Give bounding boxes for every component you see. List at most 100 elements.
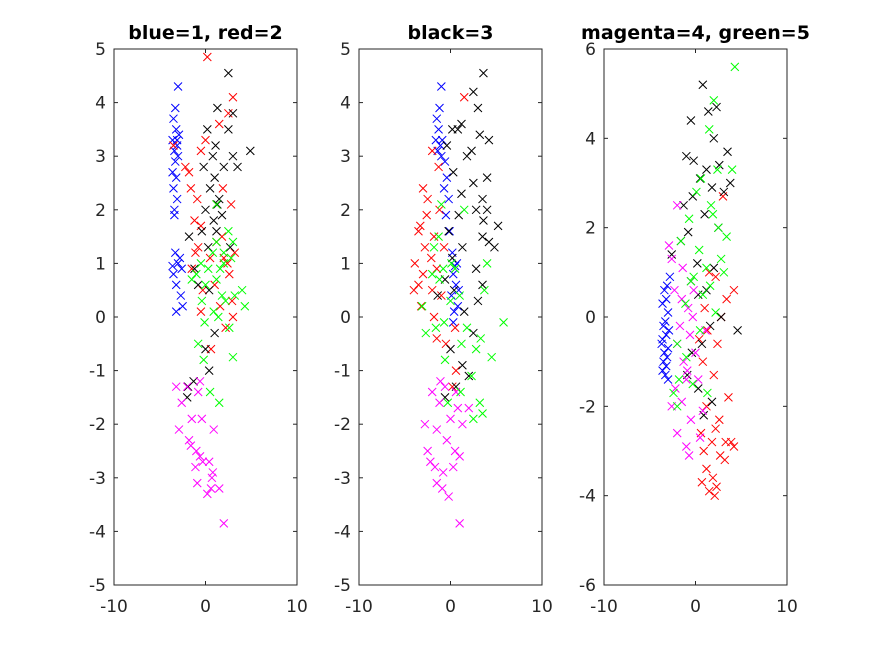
data-point-blue xyxy=(168,261,177,271)
data-point-black xyxy=(700,209,710,219)
data-point-magenta xyxy=(423,446,432,456)
data-point-green xyxy=(196,259,206,268)
y-tick-label: 4 xyxy=(585,129,596,149)
y-tick-label: -4 xyxy=(579,487,596,507)
data-point-black xyxy=(199,162,209,172)
data-point-red xyxy=(429,232,439,241)
data-point-green xyxy=(224,226,233,236)
data-point-black xyxy=(683,227,693,237)
data-point-magenta xyxy=(192,478,202,488)
data-point-blue xyxy=(660,285,669,295)
data-point-red xyxy=(729,285,739,295)
data-point-green xyxy=(417,301,427,311)
data-point-blue xyxy=(168,135,177,145)
data-point-red xyxy=(184,167,194,177)
data-point-green xyxy=(487,352,497,362)
data-point-red xyxy=(423,194,432,204)
data-point-black xyxy=(204,285,214,295)
data-point-blue xyxy=(170,146,179,156)
data-point-green xyxy=(681,299,690,308)
data-point-red xyxy=(712,482,721,492)
data-point-red xyxy=(187,264,197,274)
data-point-green xyxy=(219,259,229,268)
data-point-black xyxy=(667,250,677,259)
data-point-black xyxy=(213,200,222,209)
data-point-magenta xyxy=(689,285,699,295)
data-point-black xyxy=(692,259,702,268)
data-point-magenta xyxy=(420,419,430,429)
data-point-black xyxy=(201,205,210,215)
data-point-magenta xyxy=(208,468,218,477)
data-point-blue xyxy=(665,272,675,282)
data-point-black xyxy=(490,242,499,252)
data-point-green xyxy=(482,259,492,268)
data-point-green xyxy=(212,237,221,247)
data-point-black xyxy=(447,125,457,134)
data-point-red xyxy=(708,473,718,483)
data-point-green xyxy=(674,375,684,384)
data-point-green xyxy=(475,398,485,408)
data-point-black xyxy=(462,151,472,161)
data-point-green xyxy=(193,339,203,349)
data-point-blue xyxy=(661,361,671,371)
data-point-magenta xyxy=(444,492,454,501)
data-point-blue xyxy=(442,173,452,182)
data-point-black xyxy=(211,141,220,150)
data-point-green xyxy=(450,264,460,274)
data-point-green xyxy=(713,165,722,174)
data-point-black xyxy=(183,382,193,392)
data-point-magenta xyxy=(448,462,458,472)
data-point-red xyxy=(191,248,200,258)
data-point-green xyxy=(199,355,209,365)
series-blue xyxy=(657,272,675,384)
data-point-black xyxy=(197,226,207,236)
data-point-green xyxy=(443,398,453,408)
data-point-red xyxy=(193,242,203,252)
y-tick-label: -2 xyxy=(89,415,106,435)
data-point-blue xyxy=(453,301,463,311)
data-point-green xyxy=(459,205,469,215)
data-point-red xyxy=(710,491,720,501)
data-point-black xyxy=(469,178,478,188)
data-point-blue xyxy=(451,280,461,290)
data-point-black xyxy=(689,156,699,166)
axes-box xyxy=(603,48,788,586)
data-point-black xyxy=(703,107,713,116)
data-point-black xyxy=(208,151,218,161)
data-point-green xyxy=(705,281,715,291)
data-point-red xyxy=(410,259,420,268)
data-point-red xyxy=(694,334,704,344)
data-point-magenta xyxy=(191,462,200,472)
data-point-black xyxy=(228,151,238,161)
data-point-magenta xyxy=(427,387,437,397)
data-point-black xyxy=(688,192,698,201)
data-point-red xyxy=(416,301,426,311)
data-point-green xyxy=(226,253,236,263)
data-point-blue xyxy=(660,370,670,380)
data-point-red xyxy=(414,226,423,236)
data-point-magenta xyxy=(206,484,216,493)
data-point-black xyxy=(433,291,443,300)
data-point-green xyxy=(228,237,238,247)
data-point-red xyxy=(228,92,238,102)
data-point-green xyxy=(672,401,682,411)
series-blue xyxy=(431,82,464,327)
data-point-magenta xyxy=(440,382,450,392)
data-point-blue xyxy=(660,317,670,326)
data-point-black xyxy=(193,280,203,290)
data-point-magenta xyxy=(437,484,447,493)
data-point-blue xyxy=(171,173,181,182)
data-point-magenta xyxy=(691,348,700,358)
data-point-red xyxy=(435,205,444,215)
data-point-magenta xyxy=(177,398,187,408)
data-point-red xyxy=(201,135,210,145)
y-tick-label: 1 xyxy=(95,254,106,274)
data-point-red xyxy=(196,307,206,316)
data-point-green xyxy=(215,264,225,274)
data-point-red xyxy=(713,339,722,349)
data-point-magenta xyxy=(695,433,705,442)
data-point-magenta xyxy=(204,457,214,467)
data-point-red xyxy=(697,477,707,487)
data-point-blue xyxy=(174,130,184,140)
data-point-black xyxy=(444,226,454,236)
